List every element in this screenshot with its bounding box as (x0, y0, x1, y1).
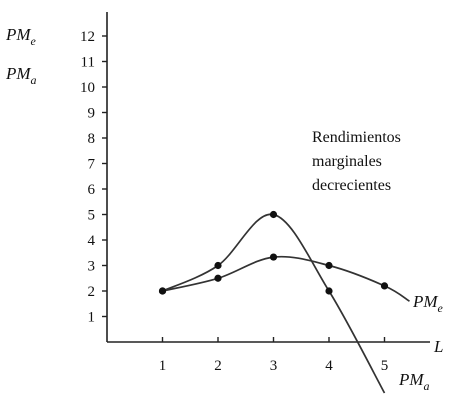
y-tick-label-7: 7 (88, 157, 96, 173)
annotation-line-1: Rendimientos (312, 129, 401, 146)
y-tick-label-12: 12 (80, 29, 95, 45)
data-point-pme-5 (380, 282, 389, 290)
data-point-pma-1 (158, 287, 167, 295)
data-point-pme-3 (269, 253, 278, 261)
series-line-pme (162, 255, 410, 302)
x-axis-label: L (433, 337, 443, 356)
series-label-pma: PMa (398, 370, 430, 393)
y-tick-label-9: 9 (88, 106, 96, 122)
data-point-pme-2 (214, 274, 222, 282)
x-tick-label-4: 4 (325, 358, 333, 374)
series-line-pma (162, 213, 386, 394)
y-tick-label-3: 3 (88, 259, 96, 275)
series-label-pma-main: PM (398, 370, 424, 389)
y-tick-label-2: 2 (88, 284, 96, 300)
x-tick-label-2: 2 (214, 358, 222, 374)
y-tick-label-6: 6 (88, 182, 96, 198)
series-label-pme: PMe (412, 292, 444, 315)
y-axis-label-pme-main: PM (5, 25, 31, 44)
y-axis-label-pme-sub: e (31, 34, 37, 48)
x-tick-label-1: 1 (159, 358, 167, 374)
annotation: Rendimientos marginales decrecientes (312, 129, 405, 194)
series-points (158, 210, 389, 295)
annotation-line-3: decrecientes (312, 177, 391, 194)
y-axis-label-pma-sub: a (31, 73, 37, 87)
y-tick-label-1: 1 (88, 310, 96, 326)
y-tick-label-4: 4 (88, 233, 96, 249)
series-label-pme-sub: e (438, 301, 444, 315)
y-tick-label-5: 5 (88, 208, 96, 224)
data-point-pma-2 (214, 261, 222, 270)
data-point-pma-3 (269, 210, 278, 219)
data-point-pme-4 (325, 261, 333, 270)
y-axis-label-pma: PMa (5, 64, 37, 87)
y-axis-label-pme: PMe (5, 25, 37, 48)
x-ticks: 1 2 3 4 5 (159, 337, 389, 374)
annotation-line-2: marginales (312, 153, 382, 170)
series-label-pma-sub: a (424, 379, 430, 393)
y-tick-label-11: 11 (81, 55, 95, 71)
y-axis-label-pma-main: PM (5, 64, 31, 83)
data-point-pma-4 (325, 287, 333, 295)
y-tick-label-10: 10 (80, 80, 95, 96)
x-tick-label-5: 5 (381, 358, 389, 374)
y-tick-label-8: 8 (88, 131, 96, 147)
series-lines (162, 213, 410, 394)
series-label-pme-main: PM (412, 292, 438, 311)
x-tick-label-3: 3 (270, 358, 278, 374)
